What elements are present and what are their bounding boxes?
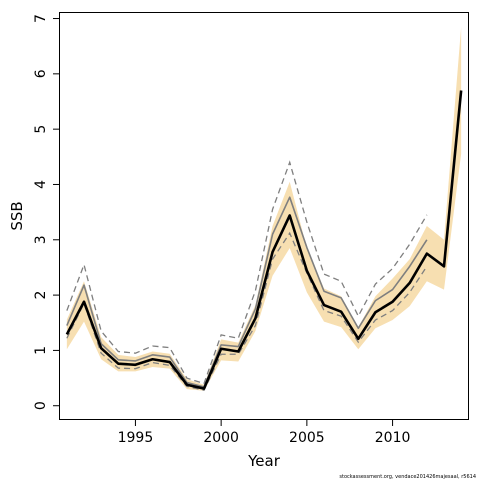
y-tick-label: 4 [33, 180, 49, 189]
y-tick-label: 1 [33, 346, 49, 355]
y-tick-label: 0 [33, 401, 49, 410]
y-tick-label: 5 [33, 125, 49, 134]
series-lines-layer [65, 90, 463, 391]
y-axis-title: SSB [8, 201, 26, 230]
previous-estimate-line [66, 196, 428, 388]
x-axis-title: Year [247, 452, 281, 470]
y-tick-label: 2 [33, 291, 49, 300]
x-tick-label: 1995 [118, 430, 154, 446]
y-tick-label: 3 [33, 235, 49, 244]
x-tick-label: 2005 [289, 430, 325, 446]
y-tick-label: 7 [33, 14, 49, 23]
credit-note: stockassessment.org, vendace201426majesa… [339, 474, 476, 480]
x-tick-label: 2010 [375, 430, 411, 446]
previous-lower-line [66, 231, 428, 391]
plot-frame [59, 12, 469, 420]
x-axis: 1995 2000 2005 2010 [118, 419, 411, 446]
y-tick-label: 6 [33, 69, 49, 78]
y-axis: 0 1 2 3 4 5 6 7 [33, 14, 60, 410]
previous-upper-line [66, 160, 428, 385]
estimate-line [65, 90, 463, 390]
x-tick-label: 2000 [203, 430, 239, 446]
